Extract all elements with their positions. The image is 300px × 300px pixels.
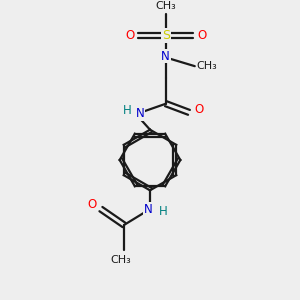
Text: O: O bbox=[194, 103, 204, 116]
Text: H: H bbox=[159, 206, 167, 218]
Text: N: N bbox=[144, 202, 153, 216]
Text: H: H bbox=[122, 104, 131, 117]
Text: S: S bbox=[162, 29, 170, 42]
Text: CH₃: CH₃ bbox=[196, 61, 217, 71]
Text: N: N bbox=[161, 50, 170, 63]
Text: O: O bbox=[88, 198, 97, 211]
Text: CH₃: CH₃ bbox=[155, 1, 176, 10]
Text: N: N bbox=[136, 107, 144, 120]
Text: CH₃: CH₃ bbox=[111, 256, 131, 266]
Text: O: O bbox=[125, 29, 134, 42]
Text: O: O bbox=[197, 29, 207, 42]
